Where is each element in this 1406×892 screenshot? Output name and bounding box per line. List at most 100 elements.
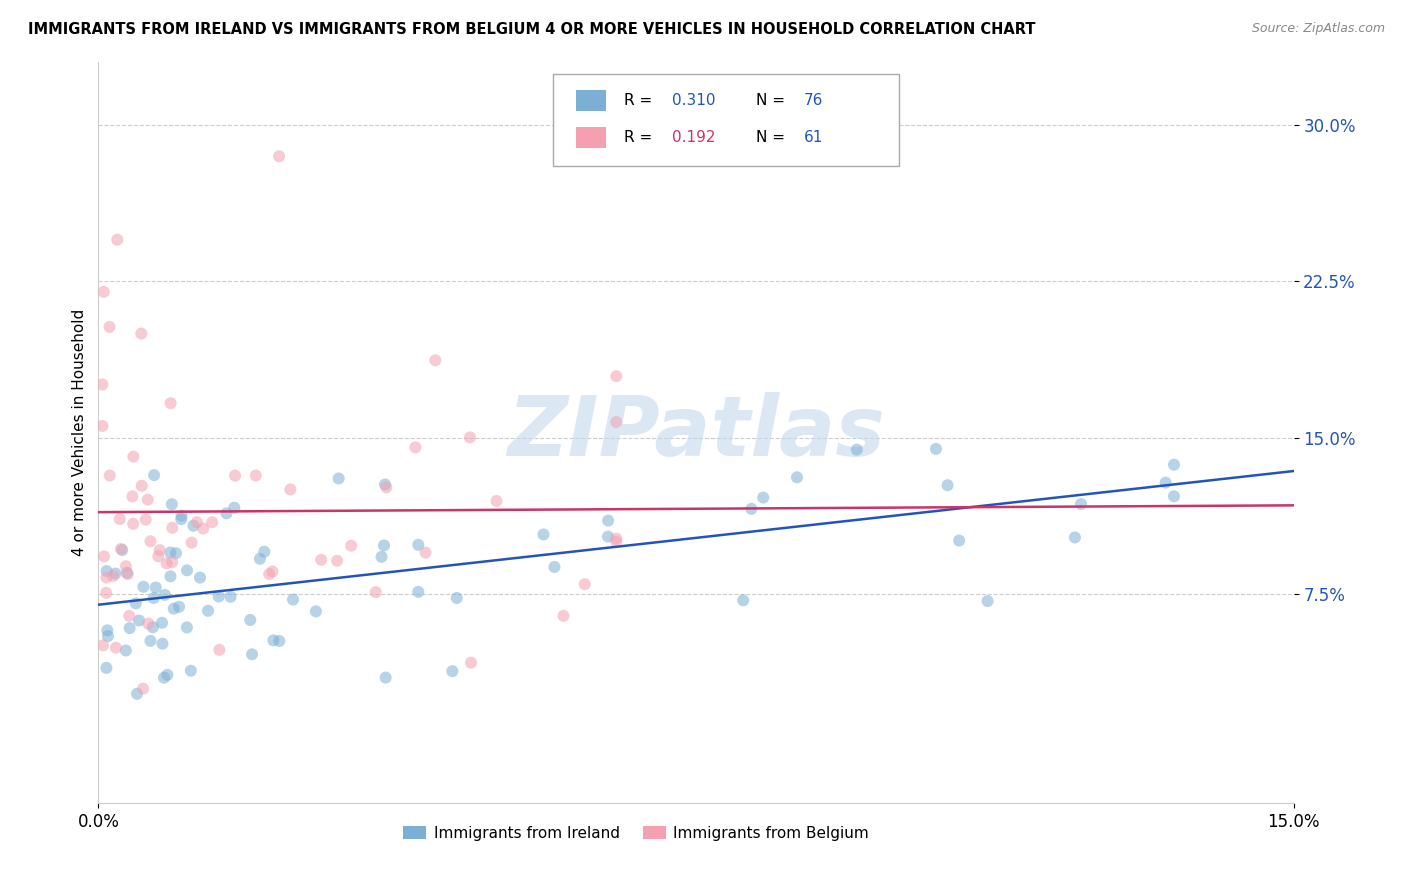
Point	[180, 664, 202, 678]
Point	[404, 441, 426, 455]
Point	[91, 377, 114, 392]
Point	[408, 538, 430, 552]
Point	[108, 512, 131, 526]
Point	[176, 620, 198, 634]
Y-axis label: 4 or more Vehicles in Household: 4 or more Vehicles in Household	[72, 309, 87, 557]
Point	[96, 570, 118, 584]
Point	[136, 492, 159, 507]
Point	[208, 590, 231, 604]
Point	[752, 491, 775, 505]
Point	[374, 477, 396, 491]
Point	[215, 507, 238, 521]
Point	[104, 640, 127, 655]
Point	[364, 585, 387, 599]
Point	[374, 671, 396, 685]
Point	[197, 604, 219, 618]
Point	[131, 326, 153, 341]
Point	[328, 471, 350, 485]
Point	[340, 539, 363, 553]
Point	[543, 560, 565, 574]
Point	[326, 554, 349, 568]
Point	[180, 535, 202, 549]
Point	[605, 369, 627, 384]
Point	[96, 586, 118, 600]
Point	[118, 621, 141, 635]
Point	[131, 479, 153, 493]
Point	[110, 541, 132, 556]
Bar	[576, 127, 606, 147]
Point	[98, 468, 121, 483]
Point	[239, 613, 262, 627]
Text: 0.310: 0.310	[672, 93, 716, 108]
Point	[160, 497, 183, 511]
Point	[132, 580, 155, 594]
Point	[257, 567, 280, 582]
Point	[152, 637, 174, 651]
Point	[153, 671, 176, 685]
Point	[1154, 475, 1177, 490]
Text: N =: N =	[756, 93, 790, 108]
Point	[122, 450, 145, 464]
Point	[156, 668, 179, 682]
Point	[93, 285, 115, 299]
Point	[370, 549, 392, 564]
Point	[183, 518, 205, 533]
Point	[936, 478, 959, 492]
Point	[267, 149, 290, 163]
Point	[148, 549, 170, 564]
Point	[167, 599, 190, 614]
Point	[224, 468, 246, 483]
Text: 61: 61	[804, 129, 823, 145]
Point	[219, 590, 242, 604]
Point	[115, 566, 138, 580]
Point	[128, 614, 150, 628]
Point	[415, 546, 437, 560]
Point	[598, 514, 620, 528]
Point	[740, 501, 762, 516]
Point	[485, 494, 508, 508]
Point	[925, 442, 948, 456]
Point	[186, 515, 208, 529]
Point	[280, 483, 302, 497]
Text: N =: N =	[756, 129, 790, 145]
Point	[115, 559, 138, 574]
Point	[733, 593, 755, 607]
Point	[1064, 531, 1087, 545]
Point	[305, 604, 328, 618]
Point	[460, 656, 482, 670]
Legend: Immigrants from Ireland, Immigrants from Belgium: Immigrants from Ireland, Immigrants from…	[398, 820, 875, 847]
Point	[224, 500, 246, 515]
Point	[240, 648, 263, 662]
Point	[160, 555, 183, 569]
Point	[976, 594, 998, 608]
Point	[1163, 458, 1185, 472]
Point	[125, 596, 148, 610]
Point	[145, 581, 167, 595]
Point	[96, 624, 118, 638]
Point	[408, 585, 430, 599]
Point	[170, 508, 193, 523]
Point	[118, 608, 141, 623]
Point	[162, 521, 184, 535]
Point	[143, 468, 166, 483]
Point	[142, 620, 165, 634]
Point	[269, 634, 291, 648]
Point	[91, 419, 114, 434]
Point	[159, 545, 181, 559]
Text: Source: ZipAtlas.com: Source: ZipAtlas.com	[1251, 22, 1385, 36]
Point	[104, 566, 127, 581]
Point	[262, 633, 284, 648]
Point	[281, 592, 304, 607]
Point	[97, 629, 120, 643]
Point	[208, 643, 231, 657]
Bar	[576, 90, 606, 111]
Point	[142, 591, 165, 605]
Point	[458, 430, 481, 444]
Point	[136, 616, 159, 631]
Point	[121, 490, 143, 504]
Point	[249, 551, 271, 566]
Point	[596, 530, 619, 544]
Point	[605, 415, 627, 429]
Point	[948, 533, 970, 548]
Bar	[553, 73, 900, 166]
